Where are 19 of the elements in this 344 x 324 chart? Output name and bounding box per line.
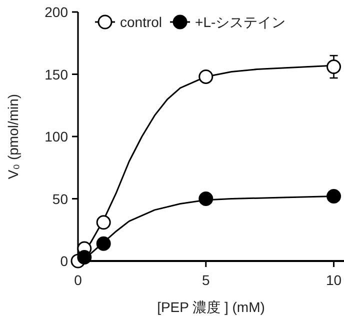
point: [96, 215, 111, 230]
point: [198, 69, 214, 84]
point: [77, 250, 92, 265]
legend-label: control: [120, 14, 162, 30]
x-tick-label: 5: [202, 272, 210, 288]
legend-label: +L-システイン: [195, 14, 286, 30]
point: [198, 192, 214, 206]
x-tick-label: 0: [74, 272, 82, 288]
y-tick-label: 0: [60, 253, 68, 269]
x-axis-title: [PEP 濃度 ] (mM): [157, 299, 265, 315]
point: [326, 189, 342, 204]
point: [96, 236, 111, 251]
y-axis-title: V₀ (pmol/min): [5, 94, 21, 180]
y-tick-label: 150: [44, 66, 68, 82]
point: [326, 60, 342, 74]
y-tick-label: 50: [52, 190, 68, 207]
x-tick-label: 10: [326, 272, 342, 288]
y-tick-label: 100: [44, 128, 68, 144]
y-tick-label: 200: [44, 4, 68, 20]
